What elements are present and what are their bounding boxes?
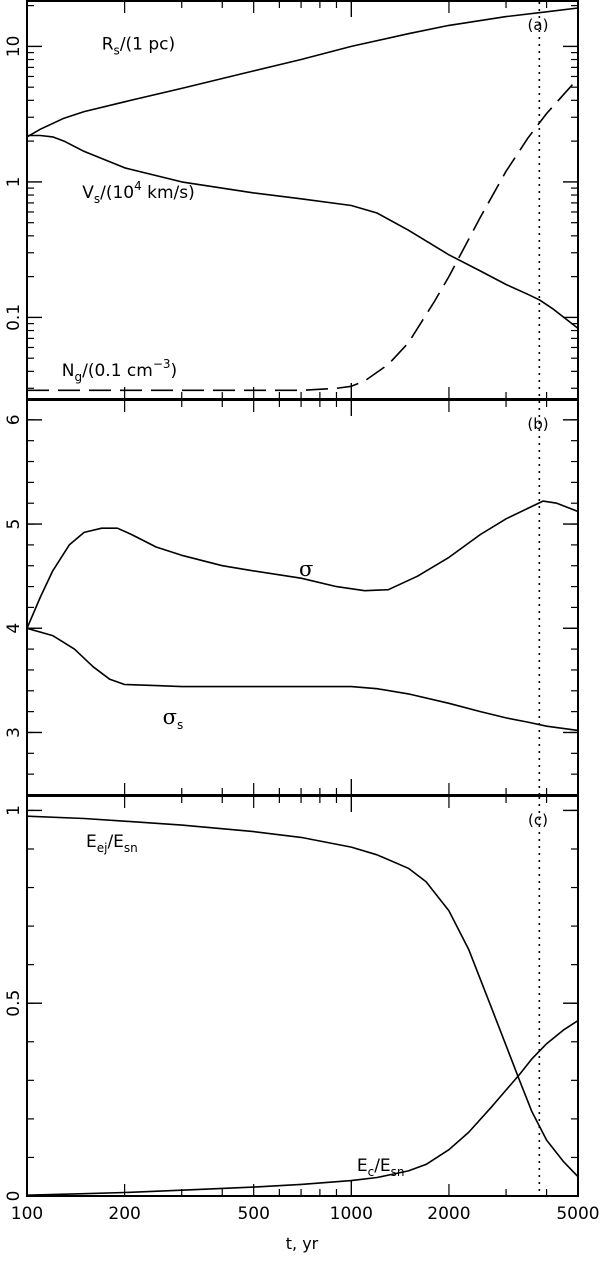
panel-tag: (c) [528, 811, 548, 829]
x-tick-label: 1000 [330, 1204, 373, 1224]
series-Ng [27, 77, 579, 392]
panel-3: 0 0.5 1 Eej/Esn Ec/Esn (c) 100 200 500 1000 2000 50… [4, 795, 600, 1253]
series-label-Ng: Ng/(0.1 cm−3) [62, 357, 177, 384]
y-tick-label: 10 [4, 36, 24, 58]
series-sigma [26, 500, 579, 629]
x-tick-label: 2000 [427, 1204, 470, 1224]
series-label-sigma: σ [299, 557, 313, 581]
x-tick-label: 5000 [556, 1204, 599, 1224]
series-Vs [27, 134, 579, 330]
series-label-Eej: Eej/Esn [86, 832, 138, 855]
panel-tag: (b) [527, 415, 548, 433]
x-tick-label: 200 [108, 1204, 140, 1224]
y-tick-label: 1 [4, 805, 24, 816]
series-label-sigma_s: σs [163, 705, 184, 732]
series-sigma_s [26, 627, 579, 732]
series-Ec [26, 1019, 579, 1196]
x-tick-label: 500 [237, 1204, 269, 1224]
panel-tag: (a) [528, 16, 549, 34]
panel-2: 3 4 5 6 σ σs (b) [4, 398, 579, 796]
y-tick-label: 0 [4, 1191, 24, 1202]
series-label-Vs: Vs/(104 km/s) [82, 179, 195, 206]
y-tick-label: 1 [4, 176, 24, 187]
x-tick-label: 100 [11, 1204, 43, 1224]
x-axis-label: t, yr [286, 1234, 319, 1253]
series-label-Rs: Rs/(1 pc) [102, 34, 175, 57]
y-tick-label: 0.1 [4, 304, 24, 331]
panel-frame [26, 795, 579, 1197]
y-tick-label: 4 [4, 623, 24, 634]
y-tick-label: 6 [4, 414, 24, 425]
y-tick-label: 3 [4, 727, 24, 738]
series-label-Ec: Ec/Esn [357, 1156, 405, 1179]
panel-frame [26, 399, 579, 796]
y-tick-label: 0.5 [4, 990, 24, 1017]
series-Eej [26, 815, 579, 1178]
panel-1: 0.1 1 10 Rs/(1 pc) Vs/(104 km/s) Ng/(0.1 cm−3… [4, 0, 579, 400]
y-tick-label: 5 [4, 519, 24, 530]
series-Rs [26, 7, 579, 138]
